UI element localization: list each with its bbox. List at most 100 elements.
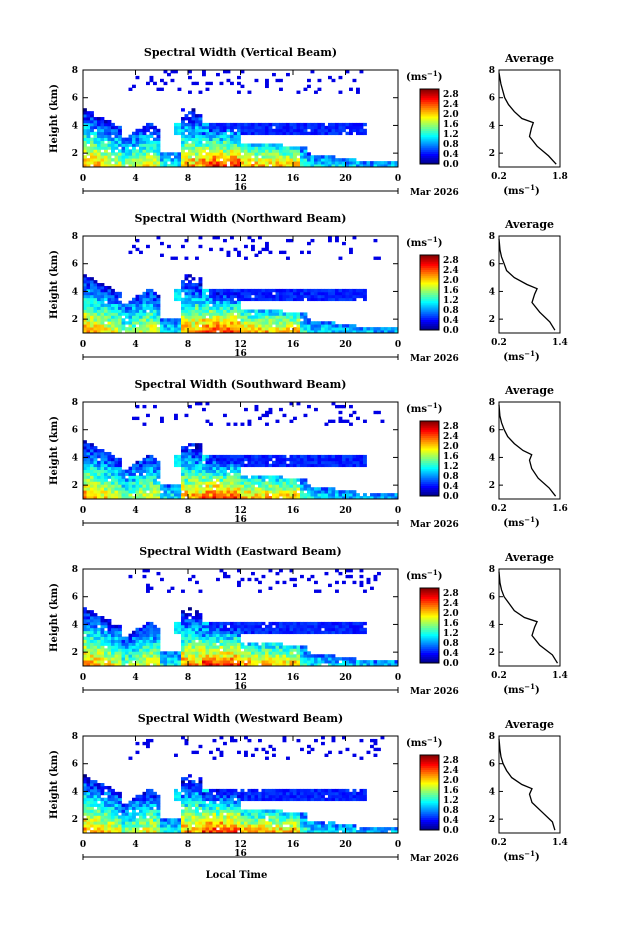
heatmap-cell (363, 493, 367, 496)
heatmap-cell (237, 657, 241, 660)
heatmap-cell (206, 461, 210, 464)
heatmap-cell (349, 628, 353, 631)
heatmap-cell (307, 622, 311, 625)
heatmap-cell (115, 625, 119, 628)
heatmap-cell (115, 815, 119, 818)
heatmap-cell (164, 327, 168, 330)
heatmap-cell (370, 327, 374, 330)
heatmap-cell (328, 158, 332, 161)
heatmap-cell (388, 327, 392, 330)
heatmap-cell (108, 648, 112, 651)
heatmap-cell (188, 455, 192, 458)
heatmap-cell (227, 640, 231, 643)
heatmap-cell (195, 657, 199, 660)
heatmap-cell (83, 292, 87, 295)
heatmap-cell (349, 575, 353, 578)
heatmap-cell (234, 149, 238, 152)
heatmap-cell (276, 625, 280, 628)
heatmap-cell (265, 161, 269, 164)
heatmap-cell (185, 315, 189, 318)
heatmap-cell (283, 146, 287, 149)
heatmap-cell (237, 251, 241, 254)
heatmap-cell (111, 490, 115, 493)
heatmap-cell (265, 158, 269, 161)
heatmap-cell (290, 458, 294, 461)
avg-y-tick-label: 2 (489, 648, 495, 658)
heatmap-cell (216, 815, 220, 818)
heatmap-cell (90, 610, 94, 613)
heatmap-cell (307, 251, 311, 254)
heatmap-cell (230, 146, 234, 149)
heatmap-cell (104, 304, 108, 307)
heatmap-cell (188, 493, 192, 496)
heatmap-cell (283, 490, 287, 493)
heatmap-cell (279, 648, 283, 651)
heatmap-cell (258, 312, 262, 315)
heatmap-cell (220, 657, 224, 660)
heatmap-cell (108, 642, 112, 645)
heatmap-cell (325, 324, 329, 327)
heatmap-cell (195, 301, 199, 304)
heatmap-cell (332, 464, 336, 467)
heatmap-cell (262, 155, 266, 158)
heatmap-cell (90, 481, 94, 484)
heatmap-cell (356, 660, 360, 663)
heatmap-cell (251, 321, 255, 324)
heatmap-cell (160, 821, 164, 824)
heatmap-cell (230, 475, 234, 478)
heatmap-cell (132, 318, 136, 321)
avg-x-tick-label: 1.6 (552, 504, 568, 514)
heatmap-cell (122, 161, 126, 164)
heatmap-cell (293, 493, 297, 496)
heatmap-cell (353, 295, 357, 298)
heatmap-cell (192, 464, 196, 467)
heatmap-cell (223, 467, 227, 470)
heatmap-cell (199, 304, 203, 307)
heatmap-cell (318, 461, 322, 464)
heatmap-cell (213, 642, 217, 645)
heatmap-cell (360, 70, 364, 73)
heatmap-cell (213, 634, 217, 637)
heatmap-cell (153, 143, 157, 146)
heatmap-cell (223, 312, 227, 315)
heatmap-cell (125, 657, 129, 660)
heatmap-cell (111, 158, 115, 161)
heatmap-cell (279, 315, 283, 318)
heatmap-cell (94, 301, 98, 304)
heatmap-cell (199, 312, 203, 315)
heatmap-cell (167, 654, 171, 657)
heatmap-cell (346, 625, 350, 628)
heatmap-cell (283, 414, 287, 417)
heatmap-cell (251, 461, 255, 464)
heatmap-cell (108, 161, 112, 164)
heatmap-cell (234, 640, 238, 643)
heatmap-cell (209, 307, 213, 310)
heatmap-cell (83, 473, 87, 476)
heatmap-cell (206, 141, 210, 144)
heatmap-cell (307, 578, 311, 581)
heatmap-cell (157, 572, 161, 575)
heatmap-cell (360, 625, 364, 628)
heatmap-cell (97, 123, 101, 126)
heatmap-cell (304, 651, 308, 654)
heatmap-cell (279, 295, 283, 298)
heatmap-cell (255, 475, 259, 478)
heatmap-cell (150, 473, 154, 476)
heatmap-cell (234, 161, 238, 164)
heatmap-cell (220, 490, 224, 493)
heatmap-cell (269, 645, 273, 648)
heatmap-cell (265, 123, 269, 126)
heatmap-cell (230, 821, 234, 824)
heatmap-cell (136, 637, 140, 640)
heatmap-cell (111, 470, 115, 473)
heatmap-cell (199, 315, 203, 318)
heatmap-cell (178, 88, 182, 91)
heatmap-cell (94, 120, 98, 123)
heatmap-cell (255, 622, 259, 625)
heatmap-cell (111, 637, 115, 640)
heatmap-cell (108, 292, 112, 295)
heatmap-cell (122, 824, 126, 827)
heatmap-cell (353, 827, 357, 830)
heatmap-cell (374, 493, 378, 496)
